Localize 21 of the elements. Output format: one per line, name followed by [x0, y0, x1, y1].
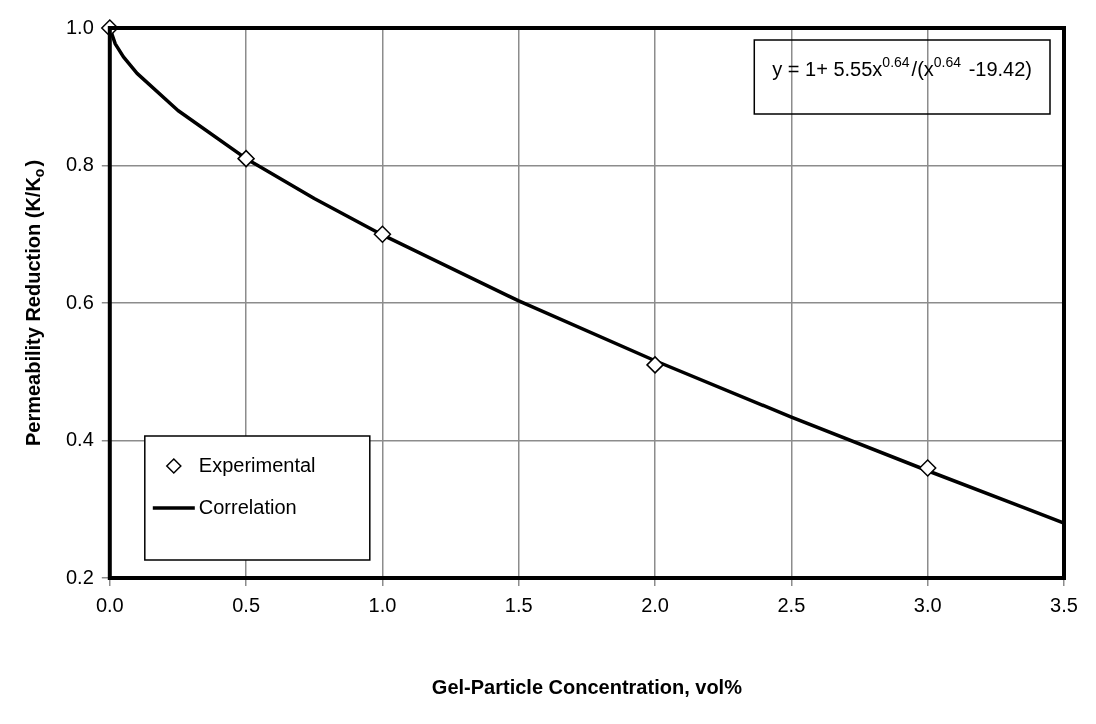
x-tick-label: 0.0 — [95, 593, 124, 616]
x-tick-label: 3.5 — [1050, 593, 1078, 616]
legend-label: Correlation — [198, 495, 297, 518]
x-tick-label: 0.5 — [232, 593, 261, 616]
y-tick-label: 0.6 — [65, 290, 94, 313]
y-tick-label: 1.0 — [65, 15, 94, 38]
x-tick-label: 2.5 — [777, 593, 806, 616]
x-tick-label: 1.0 — [368, 593, 397, 616]
point — [237, 149, 255, 168]
x-tick-label: 1.5 — [504, 593, 533, 616]
y-axis-title: Permeability Reduction (K/Ko) — [21, 159, 47, 447]
y-tick-label: 0.4 — [65, 428, 94, 451]
x-axis-title: Gel-Particle Concentration, vol% — [431, 675, 743, 698]
x-tick-label: 3.0 — [913, 593, 942, 616]
point — [918, 459, 937, 477]
y-tick-label: 0.8 — [65, 153, 94, 176]
point — [646, 356, 664, 374]
point — [373, 225, 392, 243]
x-tick-label: 2.0 — [641, 593, 669, 616]
y-tick-label: 0.2 — [65, 565, 94, 588]
legend-label: Experimental — [198, 453, 316, 476]
